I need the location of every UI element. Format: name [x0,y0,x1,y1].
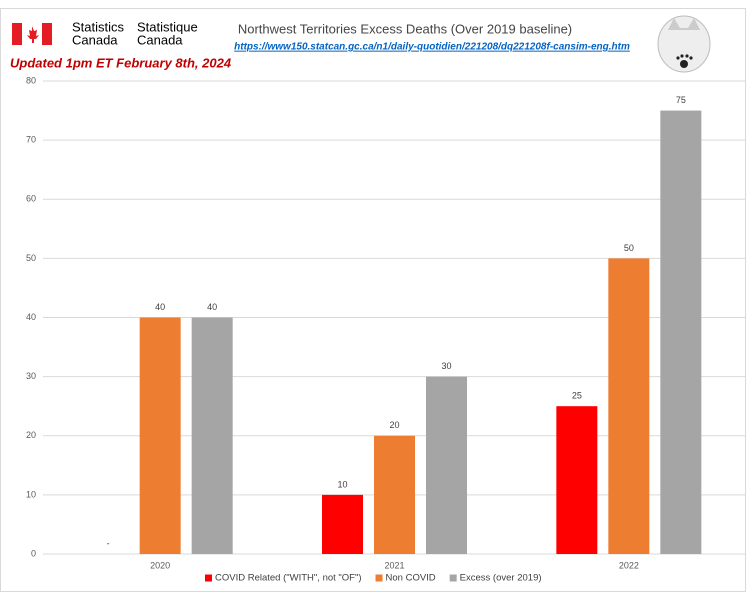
data-label: 30 [441,361,451,371]
data-label: 40 [155,302,165,312]
y-tick-label: 40 [26,312,36,322]
legend-swatch [375,574,383,582]
data-label: 10 [337,479,347,489]
bar [322,494,363,554]
legend-swatch [449,574,457,582]
y-tick-label: 60 [26,194,36,204]
legend-swatch [205,574,212,582]
legend-label: Excess (over 2019) [460,573,542,584]
update-note: Updated 1pm ET February 8th, 2024 [10,55,232,70]
x-tick-label: 2021 [384,560,404,570]
data-label: 40 [207,302,217,312]
bar [608,258,650,554]
x-tick-label: 2022 [619,560,639,570]
legend-label: Non COVID [386,573,436,584]
source-link[interactable]: https://www150.statcan.gc.ca/n1/daily-qu… [234,42,630,53]
bar [139,317,181,554]
chart-title: Northwest Territories Excess Deaths (Ove… [238,21,572,36]
y-tick-label: 0 [31,548,36,558]
agency-fr: Statistique [137,19,198,34]
data-label: 75 [676,95,686,105]
data-label: - [107,538,110,548]
wolf-logo [657,15,711,73]
y-tick-label: 70 [26,135,36,145]
x-tick-label: 2020 [150,560,170,570]
y-tick-label: 20 [26,430,36,440]
y-tick-label: 80 [26,75,36,85]
data-label: 50 [624,243,634,253]
agency-fr: Canada [137,32,183,47]
bar [660,110,702,554]
agency-en: Canada [72,32,118,47]
bar [374,435,415,554]
data-label: 25 [572,391,582,401]
y-tick-label: 10 [26,489,36,499]
bar [426,376,467,554]
legend-label: COVID Related ("WITH", not "OF") [215,573,362,584]
data-label: 20 [389,420,399,430]
flag-logo [12,23,52,45]
agency-en: Statistics [72,19,125,34]
y-tick-label: 30 [26,371,36,381]
bar [556,406,598,554]
bar [191,317,233,554]
y-tick-label: 50 [26,253,36,263]
